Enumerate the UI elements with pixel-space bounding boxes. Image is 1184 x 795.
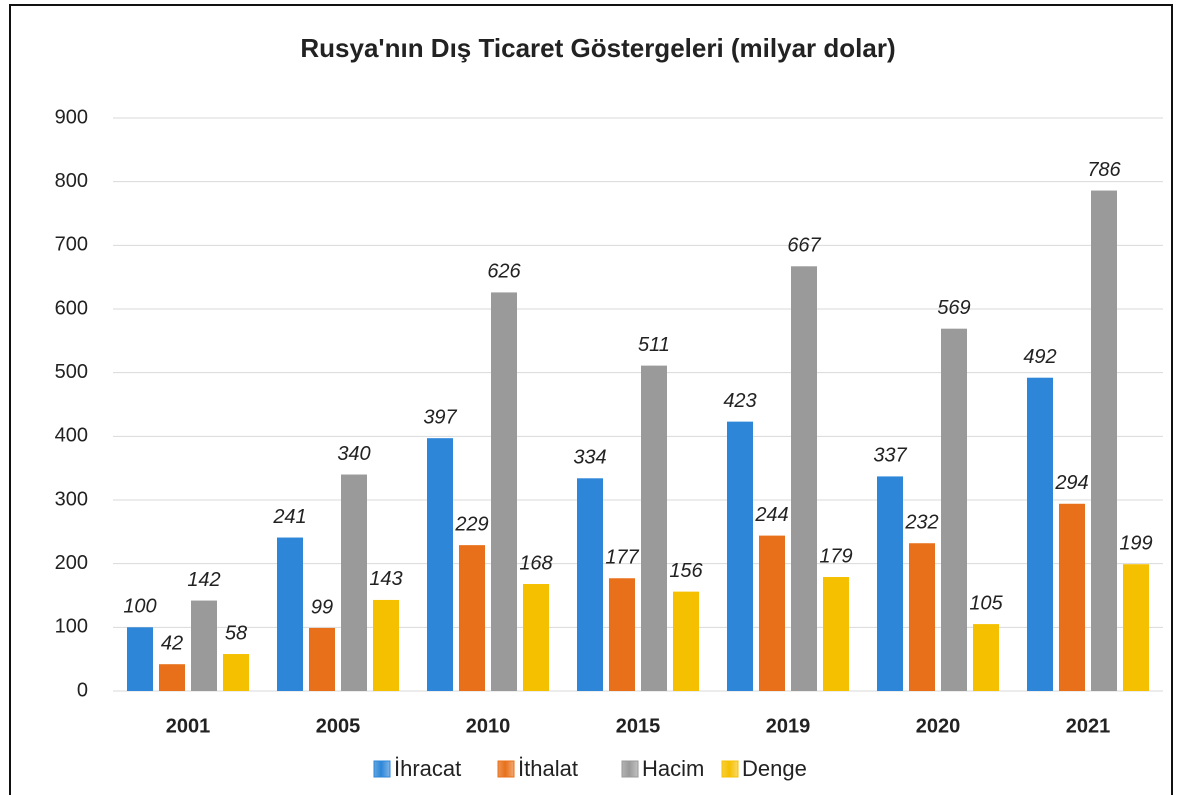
x-tick-label: 2001 (166, 715, 211, 737)
data-label: 340 (337, 443, 370, 465)
legend-label: İthalat (518, 756, 578, 781)
y-tick-label: 600 (55, 297, 88, 319)
data-label: 58 (225, 622, 247, 644)
bar-shade (759, 535, 785, 691)
bar-shade (941, 328, 967, 691)
x-tick-label: 2005 (316, 715, 361, 737)
data-label: 229 (454, 513, 488, 535)
legend-swatch (721, 760, 739, 778)
bar-shade (491, 292, 517, 691)
bar-shade (909, 543, 935, 691)
chart-title: Rusya'nın Dış Ticaret Göstergeleri (mily… (300, 33, 895, 63)
data-label: 786 (1087, 159, 1121, 181)
bar-shade (877, 476, 903, 691)
bar-shade (459, 545, 485, 691)
bar-shade (341, 474, 367, 691)
bar-shade (1123, 564, 1149, 691)
bar-shade (641, 365, 667, 691)
data-label: 168 (519, 552, 552, 574)
data-label: 423 (723, 390, 756, 412)
bar-shade (973, 624, 999, 691)
data-label: 667 (787, 235, 821, 257)
data-label: 179 (819, 545, 852, 567)
data-label: 569 (937, 297, 970, 319)
bar-shade (159, 664, 185, 691)
y-tick-label: 400 (55, 425, 88, 447)
bar-shade (127, 627, 153, 691)
legend-swatch (497, 760, 515, 778)
x-tick-label: 2010 (466, 715, 511, 737)
data-label: 142 (187, 569, 220, 591)
data-label: 294 (1054, 472, 1088, 494)
legend-label: İhracat (394, 756, 461, 781)
data-label: 492 (1023, 346, 1056, 368)
bar-shade (373, 599, 399, 691)
legend-label: Hacim (642, 756, 704, 781)
bar-shade (673, 591, 699, 691)
bar-shade (791, 266, 817, 691)
data-label: 241 (272, 506, 306, 528)
bar-shade (1091, 190, 1117, 691)
y-tick-label: 800 (55, 170, 88, 192)
data-label: 232 (904, 512, 938, 534)
data-label: 177 (605, 547, 639, 569)
y-tick-label: 200 (55, 552, 88, 574)
legend-swatch (621, 760, 639, 778)
y-tick-label: 100 (55, 616, 88, 638)
y-tick-label: 0 (77, 679, 88, 701)
y-tick-label: 900 (55, 106, 88, 128)
bar-shade (191, 600, 217, 691)
data-label: 511 (638, 334, 670, 356)
bar-shade (577, 478, 603, 691)
bar-shade (727, 421, 753, 691)
data-label: 42 (161, 633, 183, 655)
data-label: 156 (669, 560, 703, 582)
data-label: 199 (1119, 533, 1152, 555)
data-label: 99 (311, 596, 333, 618)
x-tick-label: 2019 (766, 715, 811, 737)
bar-shade (609, 578, 635, 691)
x-tick-label: 2021 (1066, 715, 1111, 737)
bar-shade (427, 438, 453, 691)
data-label: 337 (873, 445, 907, 467)
bar-shade (309, 627, 335, 691)
data-label: 244 (754, 504, 788, 526)
data-label: 397 (423, 407, 457, 429)
legend-label: Denge (742, 756, 807, 781)
y-tick-label: 500 (55, 361, 88, 383)
data-label: 626 (487, 261, 521, 283)
bar-shade (277, 537, 303, 691)
bar-shade (823, 577, 849, 691)
data-label: 334 (573, 447, 606, 469)
data-label: 100 (123, 596, 156, 618)
y-tick-label: 700 (55, 234, 88, 256)
y-tick-label: 300 (55, 488, 88, 510)
legend-swatch (373, 760, 391, 778)
data-label: 105 (969, 592, 1003, 614)
bar-shade (1027, 377, 1053, 691)
data-label: 143 (369, 568, 402, 590)
x-tick-label: 2020 (916, 715, 961, 737)
bar-shade (523, 584, 549, 691)
x-tick-label: 2015 (616, 715, 661, 737)
bar-shade (1059, 503, 1085, 691)
bar-shade (223, 654, 249, 691)
